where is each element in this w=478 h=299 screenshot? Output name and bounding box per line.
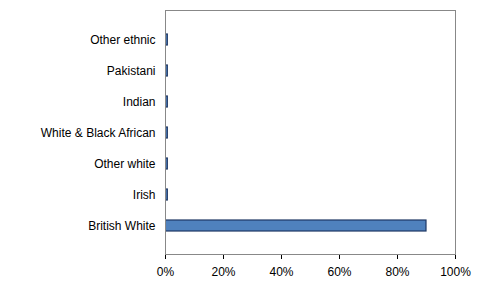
svg-text:British White: British White: [88, 219, 156, 233]
svg-text:Irish: Irish: [133, 188, 156, 202]
svg-text:60%: 60%: [327, 265, 351, 279]
svg-text:0%: 0%: [157, 265, 175, 279]
svg-text:20%: 20%: [211, 265, 235, 279]
svg-text:80%: 80%: [385, 265, 409, 279]
svg-text:Other ethnic: Other ethnic: [90, 33, 155, 47]
svg-text:100%: 100%: [440, 265, 471, 279]
svg-text:Other white: Other white: [94, 157, 156, 171]
svg-text:40%: 40%: [269, 265, 293, 279]
svg-text:White & Black African: White & Black African: [41, 126, 156, 140]
svg-text:Pakistani: Pakistani: [107, 64, 156, 78]
svg-text:Indian: Indian: [123, 95, 156, 109]
